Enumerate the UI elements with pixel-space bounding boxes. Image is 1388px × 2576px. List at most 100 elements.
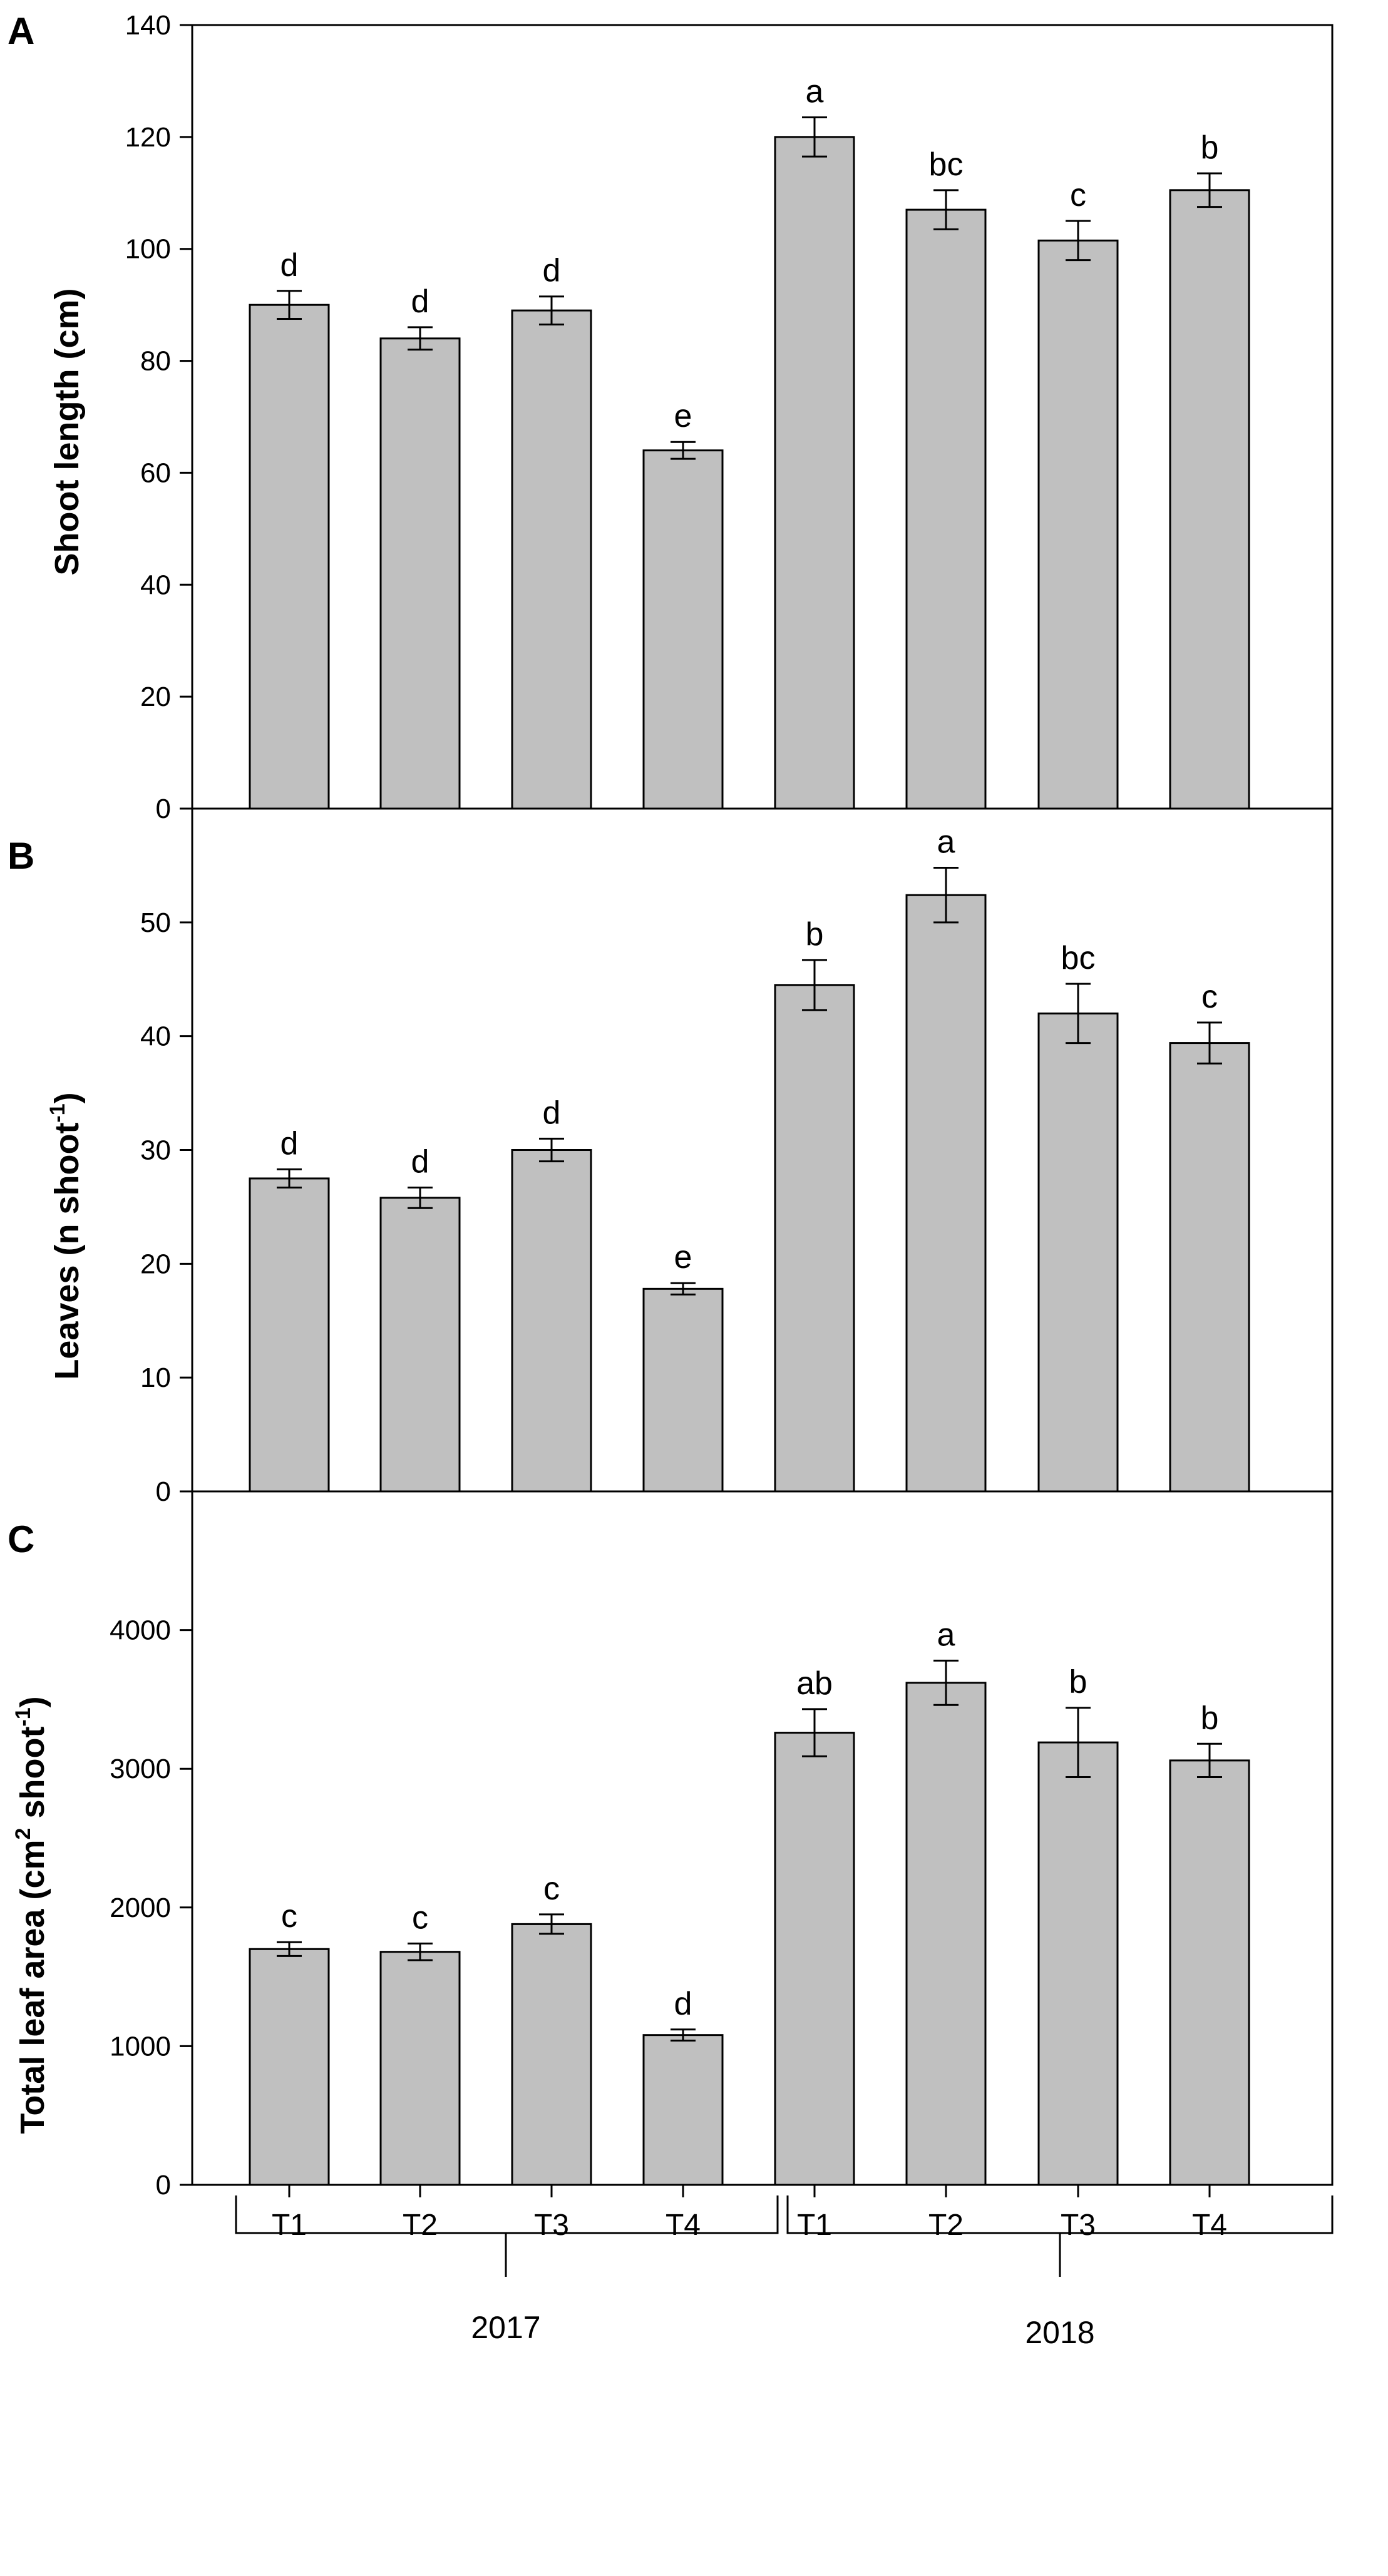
significance-letter: c [412,1899,428,1936]
bar [511,1923,592,2186]
panel-letter: C [8,1518,34,1560]
y-tick-label: 60 [140,457,171,488]
bar [905,1682,987,2186]
significance-letter: b [806,916,824,953]
significance-letter: d [411,284,429,320]
y-tick-label: 0 [156,1476,171,1507]
plot-frame [191,24,1334,810]
panels: 020406080100120140dddeabccbA01020304050d… [8,10,1334,2242]
bar [379,1197,461,1493]
y-tick-label: 120 [125,122,171,153]
significance-letter: d [674,1986,692,2022]
ylabel-b-main: Leaves (n shoot [48,1123,86,1380]
significance-letter: bc [929,146,964,183]
bar [379,1951,461,2186]
significance-letter: d [280,1125,299,1162]
category-label: T2 [403,2209,438,2242]
y-tick-label: 1000 [110,2031,171,2062]
category-label: T1 [272,2209,307,2242]
y-tick-label: 20 [140,1249,171,1279]
bar [379,337,461,810]
bar [1169,1759,1250,2186]
bar [774,1732,855,2186]
y-tick-label: 100 [125,234,171,265]
panel-letter: A [8,10,34,52]
y-tick-label: 20 [140,682,171,712]
panel-a: 0 20 40 60 80 100 120 140 d d d e a bc c b A [8,10,1334,824]
significance-letter: d [280,247,299,284]
group-label-2018: 2018 [1025,2315,1094,2350]
significance-letter: c [1201,979,1218,1015]
bar [1037,1741,1119,2186]
significance-letter: b [1069,1664,1087,1700]
ylabel-a: Shoot length (cm) [48,289,86,576]
significance-letter: e [674,398,692,434]
significance-letter: ab [796,1665,833,1702]
bar [774,136,855,810]
bar [642,449,724,810]
bar [249,1177,330,1493]
panel-letter: B [8,835,34,877]
significance-letter: bc [1061,940,1096,976]
ylabel-b-sup: -1 [46,1103,69,1122]
bar [642,1287,724,1493]
category-label: T3 [1061,2209,1096,2242]
category-label: T2 [928,2209,964,2242]
y-tick-label: 4000 [110,1615,171,1646]
y-tick-label: 2000 [110,1893,171,1923]
bar [249,1948,330,2186]
category-label: T4 [666,2209,701,2242]
ylabel-c-main: Total leaf area (cm [14,1839,51,2134]
group-label-2017: 2017 [471,2310,540,2345]
significance-letter: d [543,253,561,289]
significance-letter: a [937,824,955,861]
bar [642,2034,724,2186]
bar [905,894,987,1493]
bar [1037,1012,1119,1493]
significance-letter: a [806,74,824,110]
significance-letter: d [543,1095,561,1131]
significance-letter: e [674,1239,692,1275]
panel-b: 0 10 20 30 40 50 d d d e b a bc c B [8,807,1334,1507]
ylabel-b-end: ) [48,1092,86,1103]
ylabel-c-sup1: 2 [11,1828,35,1840]
bar [511,309,592,810]
significance-letter: b [1201,130,1219,166]
y-tick-label: 80 [140,346,171,377]
plot-frame [191,1490,1334,2186]
significance-letter: b [1201,1700,1219,1736]
significance-letter: c [1070,177,1086,213]
bar [1037,239,1119,810]
ylabel-c-end: ) [14,1696,51,1707]
y-tick-label: 0 [156,794,171,824]
bar [1169,1042,1250,1493]
y-tick-label: 50 [140,907,171,938]
ylabel-c-mid: shoot [14,1727,51,1828]
y-tick-label: 40 [140,570,171,600]
y-tick-label: 140 [125,10,171,41]
significance-letter: c [281,1898,297,1935]
y-tick-label: 30 [140,1135,171,1166]
plot-frame [191,807,1334,1493]
ylabel-c-sup2: -1 [11,1707,35,1726]
significance-letter: a [937,1617,955,1653]
significance-letter: d [411,1144,429,1180]
y-tick-label: 10 [140,1362,171,1393]
ylabel-c: Total leaf area (cm2 shoot-1) [11,1696,51,2134]
bar [905,208,987,810]
group-brackets [235,2195,1334,2277]
ylabel-b: Leaves (n shoot-1) [46,1092,86,1379]
bar [511,1149,592,1493]
y-tick-label: 3000 [110,1754,171,1784]
bar [1169,189,1250,810]
bar [774,984,855,1493]
bar [249,304,330,810]
y-tick-label: 40 [140,1021,171,1052]
category-label: T3 [534,2209,569,2242]
category-label: T1 [797,2209,832,2242]
y-tick-label: 0 [156,2170,171,2200]
category-label: T4 [1192,2209,1227,2242]
significance-letter: c [543,1871,560,1907]
